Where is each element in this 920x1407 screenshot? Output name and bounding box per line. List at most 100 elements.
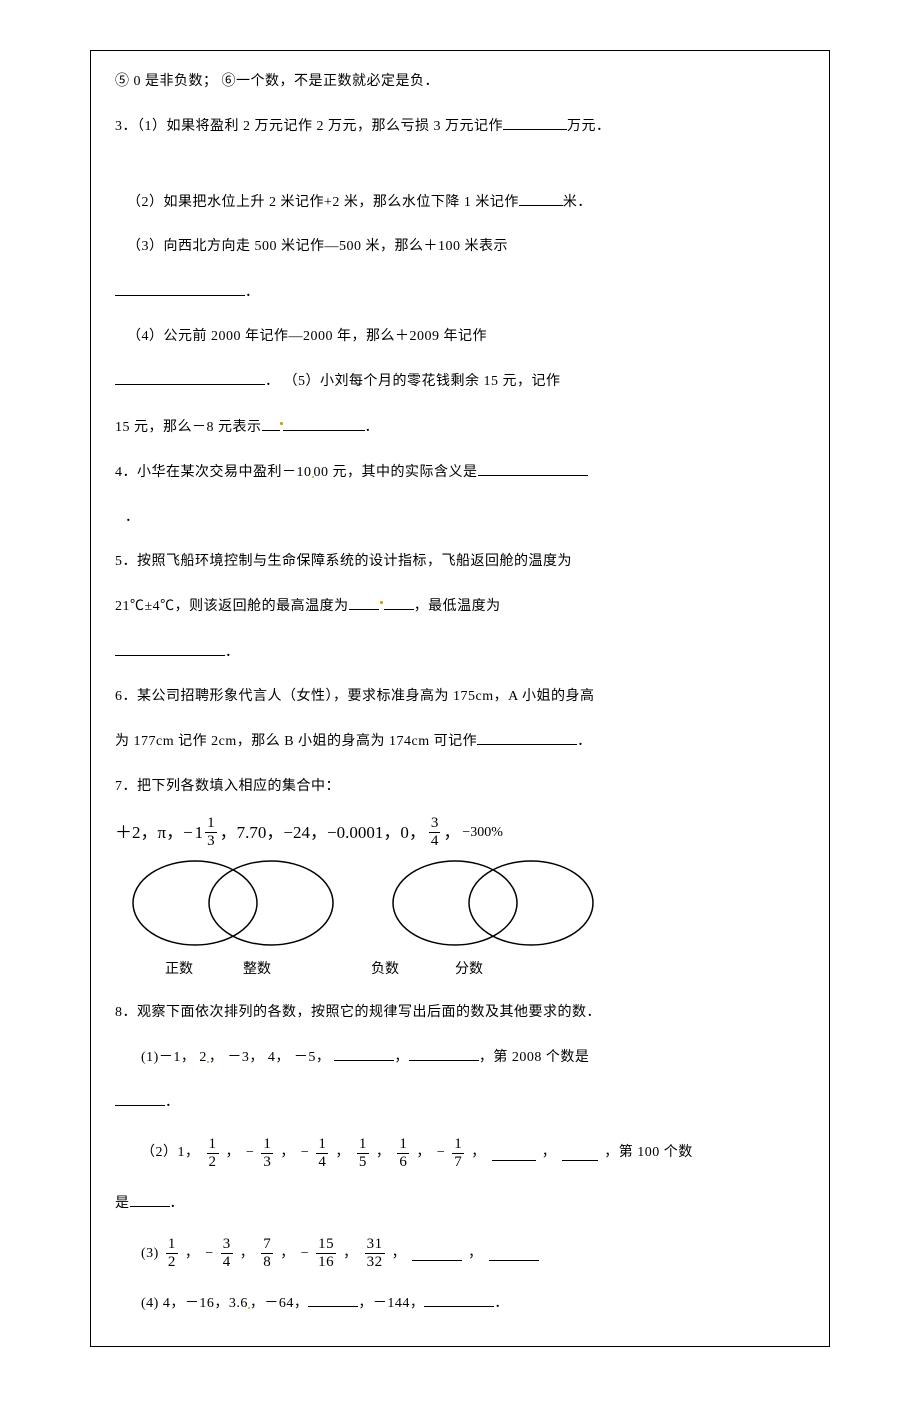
q5-b-text: 21℃±4℃，则该返回舱的最高温度为 (115, 599, 349, 614)
blank (562, 1146, 598, 1161)
venn-label-2: 整数 (243, 959, 271, 981)
blank (412, 1246, 462, 1261)
period: ． (170, 1196, 185, 1211)
blank (334, 1046, 394, 1061)
neg: − (301, 1243, 309, 1265)
q8-1-c: ， (394, 1050, 409, 1065)
denominator: 8 (261, 1253, 273, 1270)
denominator: 4 (429, 832, 441, 849)
numerator: 15 (316, 1237, 336, 1253)
sep: ， (376, 1142, 391, 1164)
q3-2-text-b: 米． (563, 195, 592, 210)
fraction: 12 (207, 1137, 219, 1170)
neg: − (205, 1243, 213, 1265)
sep: ， (240, 1243, 255, 1265)
q6-b-text: 为 177cm 记作 2cm，那么 B 小姐的身高为 174cm 可记作 (115, 734, 477, 749)
numerator: 3 (429, 816, 441, 832)
numerator: 31 (365, 1237, 385, 1253)
mixed-whole: 1 (195, 819, 204, 846)
content-box: ⑤ 0 是非负数； ⑥一个数，不是正数就必定是负． 3．（1）如果将盈利 2 万… (90, 50, 830, 1347)
blank (409, 1046, 479, 1061)
q4-b: 00 元，其中的实际含义是 (314, 465, 478, 480)
mixed-fraction: 1 1 3 (195, 816, 218, 849)
q3-4: （4）公元前 2000 年记作—2000 年，那么＋2009 年记作 (115, 326, 805, 348)
q8-4: (4) 4，－16，3.6，－64，，－144，． (115, 1292, 805, 1315)
sep: ， (468, 1243, 483, 1265)
blank (478, 461, 588, 476)
q4: 4．小华在某次交易中盈利－1000 元，其中的实际含义是 (115, 461, 805, 484)
fraction: 15 (357, 1137, 369, 1170)
numerator: 1 (397, 1137, 409, 1153)
denominator: 6 (397, 1153, 409, 1170)
q8-1-a: (1)－1， 2 (141, 1050, 207, 1065)
numerator: 7 (261, 1237, 273, 1253)
denominator: 7 (452, 1153, 464, 1170)
q8-2-lead: （2）1， (141, 1142, 200, 1164)
fraction: 78 (261, 1237, 273, 1270)
blank (477, 730, 577, 745)
fraction: 3132 (365, 1237, 385, 1270)
q8-1-end: ． (115, 1091, 805, 1114)
blank (283, 416, 365, 431)
venn-diagram-left (123, 853, 343, 953)
formula-tail: ， (443, 819, 460, 846)
formula-pct: −300% (462, 822, 503, 844)
denominator: 4 (221, 1253, 233, 1270)
sep: ， (416, 1142, 431, 1164)
denominator: 3 (205, 832, 217, 849)
venn-diagram-right (383, 853, 603, 953)
denominator: 16 (316, 1253, 336, 1270)
numerator: 1 (316, 1137, 328, 1153)
q8-1-e: ． (165, 1095, 180, 1110)
fraction: 12 (166, 1237, 178, 1270)
sep: ， (471, 1142, 486, 1164)
dot-icon (380, 601, 383, 604)
numerator: 1 (205, 816, 217, 832)
venn-label-1: 正数 (165, 959, 193, 981)
sep: ， (226, 1142, 241, 1164)
blank (308, 1292, 358, 1307)
blank (424, 1292, 494, 1307)
numerator: 3 (221, 1237, 233, 1253)
blank (503, 115, 567, 130)
sep: ， (280, 1142, 295, 1164)
denominator: 4 (316, 1153, 328, 1170)
blank (492, 1146, 536, 1161)
q8-4-d: ． (494, 1296, 509, 1311)
blank (115, 281, 245, 296)
denominator: 5 (357, 1153, 369, 1170)
numerator: 1 (166, 1237, 178, 1253)
q3-2: （2）如果把水位上升 2 米记作+2 米，那么水位下降 1 米记作米． (115, 191, 805, 214)
q8-1-d: ，第 2008 个数是 (479, 1050, 590, 1065)
fraction: 14 (316, 1137, 328, 1170)
q8-4-b: ，－64， (250, 1296, 309, 1311)
blank (115, 641, 225, 656)
blank (115, 370, 265, 385)
neg: − (437, 1142, 445, 1164)
q3-5-a: ． （5）小刘每个月的零花钱剩余 15 元，记作 (265, 374, 561, 389)
q3-5b-text: 15 元，那么－8 元表示 (115, 420, 262, 435)
sep: ， (343, 1243, 358, 1265)
q5-blank: ． (115, 641, 805, 664)
q4-a: 4．小华在某次交易中盈利－10 (115, 465, 312, 480)
sep: ， (335, 1142, 350, 1164)
denominator: 2 (166, 1253, 178, 1270)
venn-label-4: 分数 (455, 959, 483, 981)
q6-b: 为 177cm 记作 2cm，那么 B 小姐的身高为 174cm 可记作． (115, 730, 805, 753)
q3-4-blank-5: ． （5）小刘每个月的零花钱剩余 15 元，记作 (115, 370, 805, 393)
sep: ， (280, 1243, 295, 1265)
blank (349, 595, 379, 610)
denominator: 2 (207, 1153, 219, 1170)
q8-2-tail: ，第 100 个数 (604, 1142, 693, 1164)
blank (519, 191, 563, 206)
q7-formula: ＋2，π，− 1 1 3 ，7.70，−24，−0.0001，0， 3 4 ， … (115, 816, 805, 849)
sep: ， (542, 1142, 557, 1164)
fraction: 1 3 (205, 816, 217, 849)
q5-a: 5．按照飞船环境控制与生命保障系统的设计指标，飞船返回舱的温度为 (115, 551, 805, 573)
numerator: 1 (261, 1137, 273, 1153)
q3-5b: 15 元，那么－8 元表示． (115, 416, 805, 439)
blank (489, 1246, 539, 1261)
q7: 7．把下列各数填入相应的集合中： (115, 776, 805, 798)
sep: ， (392, 1243, 407, 1265)
blank (262, 416, 280, 431)
